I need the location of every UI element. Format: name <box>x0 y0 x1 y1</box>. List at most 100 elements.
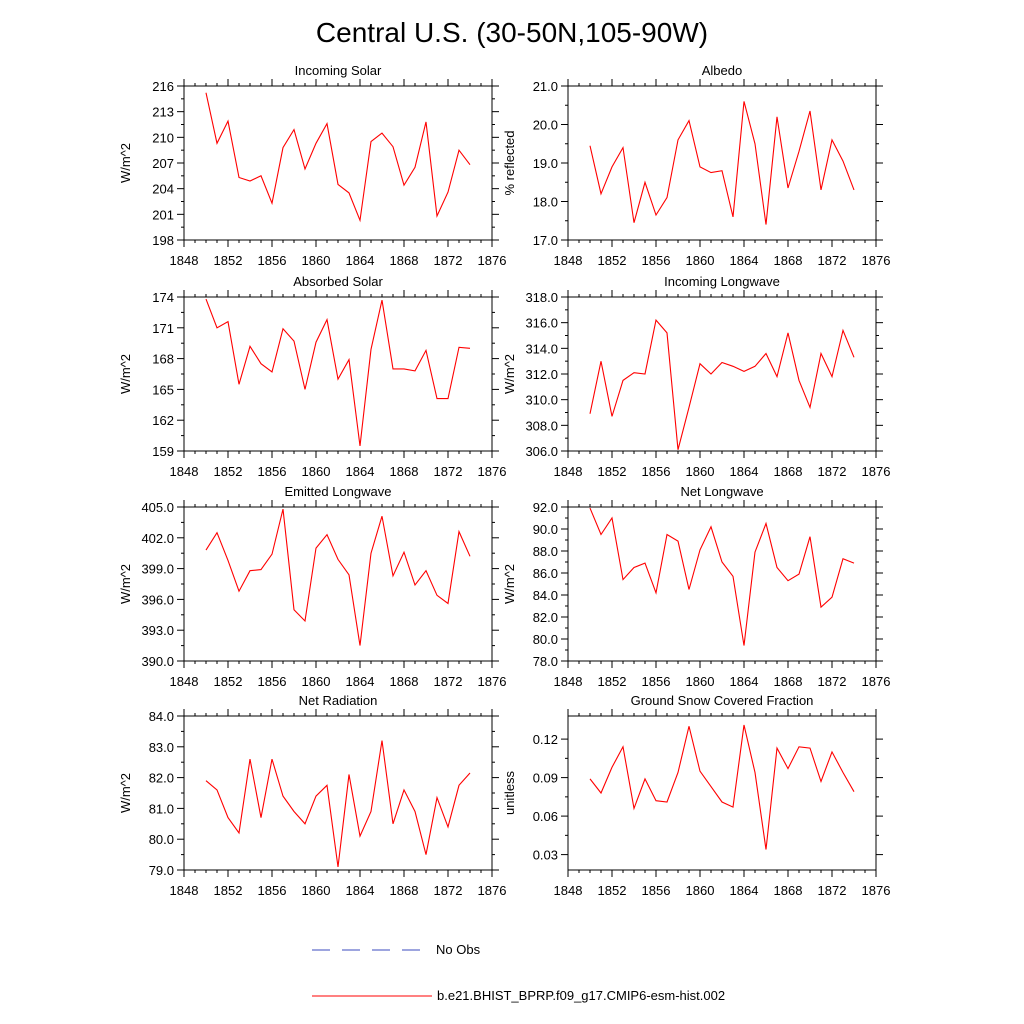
x-tick-label: 1856 <box>258 674 287 689</box>
x-tick-label: 1848 <box>170 253 199 268</box>
x-tick-label: 1852 <box>214 674 243 689</box>
y-tick-label: 84.0 <box>149 709 174 724</box>
x-tick-label: 1864 <box>346 674 375 689</box>
y-tick-label: 82.0 <box>149 771 174 786</box>
x-tick-label: 1876 <box>862 253 891 268</box>
x-tick-label: 1864 <box>730 674 759 689</box>
x-tick-label: 1876 <box>862 464 891 479</box>
x-tick-label: 1856 <box>642 253 671 268</box>
y-tick-label: 83.0 <box>149 740 174 755</box>
chart-panel: Ground Snow Covered Fraction unitless 1848… <box>502 693 890 898</box>
y-tick-label: 308.0 <box>525 418 558 433</box>
y-tick-label: 159 <box>152 444 174 459</box>
x-tick-label: 1876 <box>478 253 507 268</box>
y-tick-label: 310.0 <box>525 393 558 408</box>
y-tick-label: 390.0 <box>141 654 174 669</box>
y-axis-label: W/m^2 <box>502 564 517 604</box>
x-tick-label: 1856 <box>258 253 287 268</box>
x-tick-label: 1860 <box>302 253 331 268</box>
x-tick-label: 1852 <box>598 883 627 898</box>
series-line <box>205 508 471 646</box>
y-tick-label: 90.0 <box>533 522 558 537</box>
y-tick-label: 201 <box>152 207 174 222</box>
x-tick-label: 1864 <box>346 883 375 898</box>
x-tick-label: 1872 <box>434 464 463 479</box>
plot-frame <box>567 715 877 871</box>
x-tick-label: 1864 <box>730 464 759 479</box>
x-tick-label: 1848 <box>170 883 199 898</box>
panel-title: Albedo <box>702 63 742 78</box>
y-tick-label: 204 <box>152 182 174 197</box>
x-tick-label: 1868 <box>774 883 803 898</box>
y-tick-label: 18.0 <box>533 195 558 210</box>
y-tick-label: 0.12 <box>533 732 558 747</box>
y-tick-label: 78.0 <box>533 654 558 669</box>
y-tick-label: 393.0 <box>141 623 174 638</box>
x-tick-label: 1852 <box>214 883 243 898</box>
x-tick-label: 1856 <box>258 883 287 898</box>
x-tick-label: 1860 <box>302 464 331 479</box>
y-tick-label: 84.0 <box>533 588 558 603</box>
panel-title: Net Radiation <box>299 693 378 708</box>
x-tick-label: 1860 <box>686 883 715 898</box>
x-tick-label: 1864 <box>346 464 375 479</box>
plot-frame <box>183 296 493 452</box>
x-tick-label: 1872 <box>434 883 463 898</box>
chart-panel: Incoming Longwave W/m^2 1848 1852 1856 1860 18… <box>502 274 890 479</box>
x-tick-label: 1856 <box>642 674 671 689</box>
y-tick-label: 81.0 <box>149 801 174 816</box>
x-tick-label: 1872 <box>818 674 847 689</box>
panel-title: Absorbed Solar <box>293 274 383 289</box>
legend-no-obs-label: No Obs <box>436 942 481 957</box>
y-tick-label: 312.0 <box>525 367 558 382</box>
y-tick-label: 213 <box>152 105 174 120</box>
x-tick-label: 1860 <box>302 883 331 898</box>
y-tick-label: 0.03 <box>533 848 558 863</box>
x-tick-label: 1872 <box>434 674 463 689</box>
y-tick-label: 162 <box>152 413 174 428</box>
x-tick-label: 1860 <box>686 464 715 479</box>
panels: Incoming Solar W/m^2 1848 1852 1856 1860 1864 1… <box>118 63 890 898</box>
x-tick-label: 1860 <box>686 674 715 689</box>
x-tick-label: 1860 <box>302 674 331 689</box>
x-tick-label: 1876 <box>862 674 891 689</box>
y-tick-label: 316.0 <box>525 316 558 331</box>
series-line <box>589 318 855 450</box>
y-tick-label: 207 <box>152 156 174 171</box>
x-tick-label: 1848 <box>554 883 583 898</box>
panel-title: Emitted Longwave <box>285 484 392 499</box>
chart-panel: Albedo % reflected 1848 1852 1856 1860 1864 186… <box>502 63 890 268</box>
x-tick-label: 1852 <box>214 464 243 479</box>
y-tick-label: 168 <box>152 352 174 367</box>
x-tick-label: 1856 <box>642 464 671 479</box>
y-tick-label: 0.06 <box>533 809 558 824</box>
x-tick-label: 1856 <box>642 883 671 898</box>
panel-title: Net Longwave <box>680 484 763 499</box>
y-tick-label: 314.0 <box>525 341 558 356</box>
figure-title: Central U.S. (30-50N,105-90W) <box>316 17 708 48</box>
y-tick-label: 171 <box>152 321 174 336</box>
x-tick-label: 1852 <box>214 253 243 268</box>
y-tick-label: 306.0 <box>525 444 558 459</box>
legend: No Obs b.e21.BHIST_BPRP.f09_g17.CMIP6-es… <box>312 942 725 1003</box>
x-tick-label: 1852 <box>598 464 627 479</box>
x-tick-label: 1856 <box>258 464 287 479</box>
x-tick-label: 1868 <box>390 253 419 268</box>
chart-panel: Net Radiation W/m^2 1848 1852 1856 1860 1864 18… <box>118 693 506 898</box>
series-line <box>589 101 855 225</box>
series-line <box>205 298 471 446</box>
chart-panel: Absorbed Solar W/m^2 1848 1852 1856 1860 1864 1… <box>118 274 506 479</box>
y-tick-label: 318.0 <box>525 290 558 305</box>
y-axis-label: W/m^2 <box>118 143 133 183</box>
x-tick-label: 1868 <box>390 464 419 479</box>
panel-title: Ground Snow Covered Fraction <box>631 693 814 708</box>
y-tick-label: 174 <box>152 290 174 305</box>
x-tick-label: 1872 <box>818 253 847 268</box>
y-tick-label: 86.0 <box>533 566 558 581</box>
y-tick-label: 92.0 <box>533 500 558 515</box>
x-tick-label: 1864 <box>730 253 759 268</box>
plot-frame <box>183 85 493 241</box>
x-tick-label: 1864 <box>346 253 375 268</box>
x-tick-label: 1848 <box>554 253 583 268</box>
